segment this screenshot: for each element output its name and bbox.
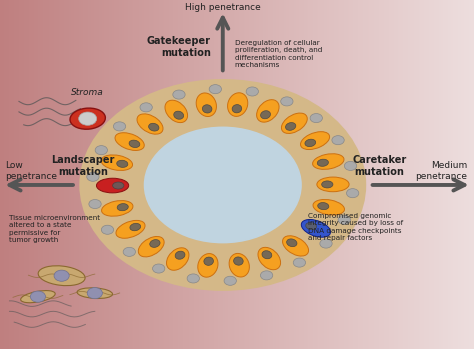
Ellipse shape [148,123,159,131]
Ellipse shape [318,202,329,210]
Ellipse shape [150,240,160,247]
Ellipse shape [130,223,141,231]
Circle shape [310,113,322,122]
Ellipse shape [70,108,105,129]
Circle shape [123,247,136,257]
Circle shape [81,80,365,290]
Circle shape [293,258,306,267]
Circle shape [320,239,332,248]
Ellipse shape [261,111,271,119]
Circle shape [140,103,152,112]
Ellipse shape [282,113,307,133]
Ellipse shape [287,239,297,247]
Ellipse shape [166,248,189,270]
Circle shape [260,271,273,280]
Circle shape [87,288,102,299]
Ellipse shape [285,122,296,130]
Ellipse shape [21,291,55,303]
Text: Landscaper
mutation: Landscaper mutation [51,155,115,177]
Ellipse shape [101,201,133,216]
Ellipse shape [256,100,279,122]
Circle shape [281,97,293,106]
Ellipse shape [196,93,217,117]
Ellipse shape [317,177,349,192]
Circle shape [54,270,69,281]
Ellipse shape [234,257,243,265]
Circle shape [246,87,258,96]
Ellipse shape [228,93,248,116]
Circle shape [345,161,357,170]
Circle shape [30,291,46,302]
Ellipse shape [116,221,145,238]
Circle shape [113,122,126,131]
Ellipse shape [101,155,133,170]
Ellipse shape [165,100,188,122]
Circle shape [87,172,99,181]
Circle shape [332,136,344,145]
Circle shape [338,215,350,224]
Text: Gatekeeper
mutation: Gatekeeper mutation [147,36,211,58]
Ellipse shape [258,247,281,270]
Circle shape [89,200,101,209]
Ellipse shape [137,114,163,134]
Circle shape [209,84,221,94]
Ellipse shape [138,237,164,257]
Ellipse shape [306,222,317,230]
Text: Low
penetrance: Low penetrance [5,161,57,181]
Ellipse shape [301,132,329,149]
Ellipse shape [232,105,242,113]
Ellipse shape [97,178,129,193]
Ellipse shape [317,159,328,166]
Ellipse shape [117,160,128,168]
Ellipse shape [115,133,144,150]
Ellipse shape [77,288,112,298]
Ellipse shape [175,251,185,259]
Circle shape [101,225,114,234]
Text: Deregulation of cellular
proliferation, death, and
differentiation control
mecha: Deregulation of cellular proliferation, … [235,40,322,68]
Text: Compromised genomic
integrity caused by loss of
DNA damage checkpoints
and repai: Compromised genomic integrity caused by … [308,213,403,242]
Ellipse shape [204,257,213,265]
Ellipse shape [117,203,128,211]
Circle shape [187,274,200,283]
Text: Caretaker
mutation: Caretaker mutation [352,155,406,177]
Ellipse shape [198,254,218,277]
Circle shape [173,90,185,99]
Circle shape [79,112,97,125]
Text: Stroma: Stroma [71,88,104,97]
Ellipse shape [305,139,316,147]
Circle shape [346,189,359,198]
Ellipse shape [38,266,85,285]
Ellipse shape [202,105,212,113]
Ellipse shape [113,182,124,189]
Ellipse shape [229,253,249,277]
Circle shape [224,276,237,285]
Ellipse shape [313,200,345,215]
Ellipse shape [174,111,183,119]
Ellipse shape [312,154,344,169]
Ellipse shape [301,220,330,237]
Circle shape [145,127,301,243]
Ellipse shape [262,251,272,259]
Ellipse shape [283,236,309,256]
Text: High penetrance: High penetrance [185,3,261,13]
Circle shape [153,264,165,273]
Text: Medium
penetrance: Medium penetrance [415,161,467,181]
Ellipse shape [322,181,333,188]
Ellipse shape [129,140,140,148]
Text: Tissue microenvironment
altered to a state
permissive for
tumor growth: Tissue microenvironment altered to a sta… [9,215,100,243]
Circle shape [95,146,108,155]
